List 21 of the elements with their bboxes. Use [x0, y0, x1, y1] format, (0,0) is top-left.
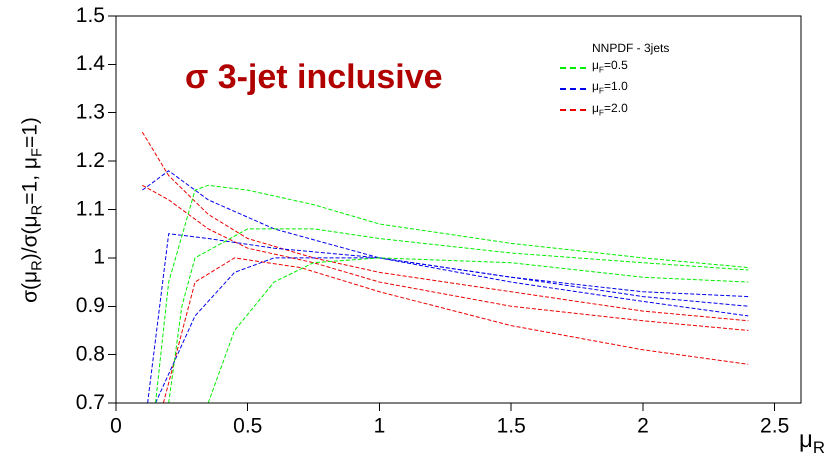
x-tick-label: 1.5	[496, 414, 526, 438]
y-tick-label: 0.7	[76, 390, 105, 414]
y-tick-label: 1.2	[76, 148, 105, 172]
text: σ 3-jet inclusive	[185, 58, 443, 97]
x-tick-label: 2.5	[760, 414, 790, 438]
x-tick-label: 0.5	[233, 414, 262, 438]
legend-label: μ$_{F}$=0.5	[592, 57, 628, 76]
y-tick-label: 1.1	[76, 197, 105, 220]
legend-label: μ$_{F}$=2.0	[592, 100, 628, 120]
y-tick-label: 0.9	[76, 294, 105, 318]
y-tick-label: 1.5	[76, 4, 105, 27]
y-tick-label: 1.4	[76, 52, 106, 76]
legend-label: μ$_{F}$=1.0	[592, 78, 628, 98]
y-tick-label: 0.8	[76, 342, 105, 366]
legend-title: NNPDF - 3jets	[591, 40, 670, 57]
x-tick-label: 2	[637, 414, 649, 438]
x-tick-label: 0	[110, 414, 122, 438]
y-tick-label: 1	[93, 246, 105, 269]
x-tick-label: 1	[374, 414, 386, 438]
y-tick-label: 1.3	[76, 100, 105, 124]
x-axis-title: μ$_{R}$	[799, 426, 825, 458]
